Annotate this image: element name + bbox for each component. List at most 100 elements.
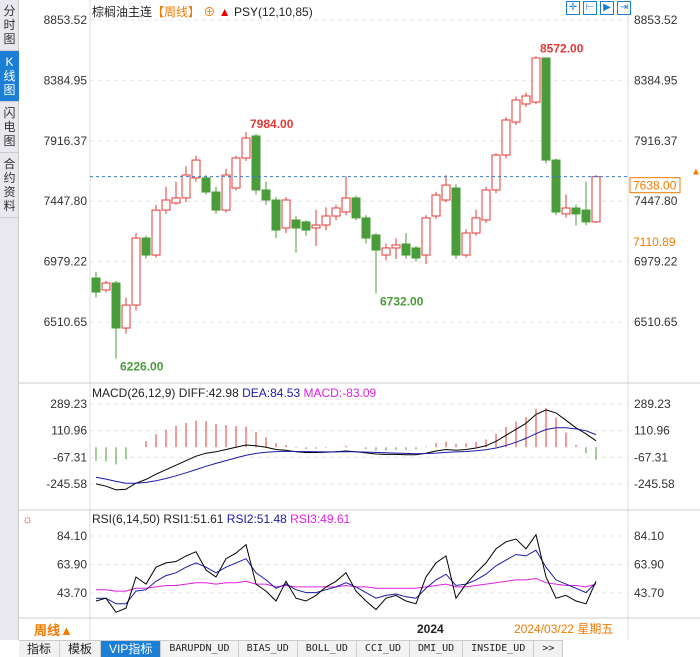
candle-up: [501, 119, 511, 156]
candle-up: [241, 137, 251, 159]
price-tick-left: 6979.22: [44, 255, 88, 269]
indicator-tab[interactable]: DMI_UD: [410, 641, 464, 657]
candle-down: [141, 237, 151, 256]
sidebar-tab-flash[interactable]: 闪电图: [0, 102, 19, 153]
candle-down: [261, 189, 271, 201]
price-annotation: 6732.00: [380, 294, 424, 308]
rsi3-line: [96, 577, 597, 592]
price-tick-left: 8853.52: [44, 13, 88, 27]
period-toggle[interactable]: 周线▲: [34, 623, 73, 638]
circle-plus-icon[interactable]: ⊕: [203, 5, 216, 19]
candle-down: [411, 247, 421, 259]
candle-up: [431, 194, 441, 217]
price-tick-left: 7447.80: [44, 194, 88, 208]
candle-up: [281, 199, 291, 229]
indicator-tab[interactable]: >>: [534, 641, 564, 657]
candle-up: [391, 244, 401, 249]
candle-up: [331, 207, 341, 217]
sidebar-tab-timeshare[interactable]: 分时图: [0, 0, 19, 51]
play-range-icon[interactable]: ▶: [600, 1, 614, 15]
macd-title: MACD(26,12,9): [92, 386, 176, 400]
candle-up: [311, 224, 321, 229]
indicator-label[interactable]: PSY(12,10,85): [233, 5, 313, 19]
indicator-tab[interactable]: VIP指标: [101, 641, 162, 657]
price-tick-right: 6979.22: [634, 255, 678, 269]
rsi-legend: RSI(6,14,50) RSI1:51.61 RSI2:51.48 RSI3:…: [92, 512, 350, 526]
candle-down: [291, 219, 301, 229]
candle-up: [131, 237, 141, 306]
candle-down: [301, 221, 311, 231]
rsi1-value: RSI1:51.61: [163, 512, 224, 526]
crosshair-icon[interactable]: ✛: [566, 1, 580, 15]
price-annotation: 6226.00: [120, 360, 164, 374]
candle-down: [361, 217, 371, 239]
indicator-tab[interactable]: 指标: [19, 641, 61, 657]
period-label: 【周线】: [152, 5, 201, 19]
candle-up: [181, 174, 191, 199]
settings-sun-icon[interactable]: ☼: [22, 512, 33, 526]
candle-up: [171, 197, 181, 204]
candle-down: [351, 197, 361, 219]
dif-line: [95, 409, 597, 491]
candle-up: [191, 159, 201, 179]
indicator-tabs: 指标 模板 VIP指标 BARUPDN_UD BIAS_UD BOLL_UD CCI_UD D…: [19, 640, 564, 657]
macd-dea-value: DEA:84.53: [242, 386, 301, 400]
candle-down: [571, 207, 581, 215]
candle-up: [101, 282, 111, 291]
candle-up: [161, 199, 171, 211]
candle-down: [401, 243, 411, 256]
indicator-tab[interactable]: BIAS_UD: [239, 641, 298, 657]
cursor-date: 2024/03/22 星期五: [514, 622, 614, 636]
macd-tick-right: -67.31: [634, 450, 668, 464]
price-annotation: 7984.00: [250, 117, 294, 131]
candle-up: [221, 174, 231, 211]
candle-up: [381, 247, 391, 256]
indicator-tab[interactable]: CCI_UD: [357, 641, 411, 657]
candle-down: [371, 234, 381, 251]
price-tick-right: 6510.65: [634, 315, 678, 329]
candle-up: [461, 232, 471, 256]
candle-down: [111, 282, 121, 329]
macd-tick-left: -67.31: [53, 450, 87, 464]
last-price-box: [629, 177, 681, 194]
macd-tick-left: 110.96: [51, 424, 87, 438]
candle-up: [491, 154, 501, 191]
macd-tick-left: -245.58: [46, 477, 87, 491]
price-annotation: 8572.00: [540, 41, 584, 55]
candle-up: [521, 95, 531, 105]
rsi-title: RSI(6,14,50): [92, 512, 161, 526]
kline-chart[interactable]: 8853.52 8853.52 8384.95 8384.95 7916.37 7916.…: [19, 0, 700, 640]
price-tick-right: 7916.37: [634, 134, 678, 148]
candle-up: [151, 209, 161, 256]
indicator-tab[interactable]: BARUPDN_UD: [161, 641, 239, 657]
rsi-tick-right: 43.70: [634, 586, 664, 600]
zoom-range-icon[interactable]: ⊢: [583, 1, 597, 15]
candle-up: [531, 57, 541, 103]
sidebar-tab-kline[interactable]: K线图: [0, 51, 19, 102]
rsi2-value: RSI2:51.48: [226, 512, 287, 526]
candle-up: [121, 304, 131, 329]
price-tick-right: 8384.95: [634, 73, 678, 87]
indicator-tab[interactable]: BOLL_UD: [298, 641, 357, 657]
sidebar-tab-contract[interactable]: 合约资料: [0, 153, 19, 218]
price-tick-left: 7916.37: [44, 134, 88, 148]
rsi1-line: [95, 533, 597, 613]
rsi-tick-left: 84.10: [57, 529, 87, 543]
last-price-label: 7638.00: [633, 179, 677, 193]
candle-up: [471, 217, 481, 234]
indicator-tab[interactable]: 模板: [60, 641, 102, 657]
candle-up: [561, 207, 571, 215]
red-up-arrow-icon: ▲: [218, 5, 231, 19]
chart-toolbar: ✛ ⊢ ▶ ⇥: [566, 1, 631, 15]
macd-tick-right: -245.58: [634, 477, 675, 491]
rsi-tick-left: 43.70: [57, 586, 87, 600]
indicator-tab[interactable]: INSIDE_UD: [463, 641, 535, 657]
candle-up: [231, 157, 241, 189]
rsi2-line: [96, 549, 597, 605]
move-right-icon[interactable]: ⇥: [617, 1, 631, 15]
macd-tick-right: 289.23: [634, 397, 671, 411]
price-tick-right: 7447.80: [634, 194, 678, 208]
candle-down: [451, 187, 461, 256]
candle-up: [481, 189, 491, 221]
candle-down: [551, 159, 561, 213]
